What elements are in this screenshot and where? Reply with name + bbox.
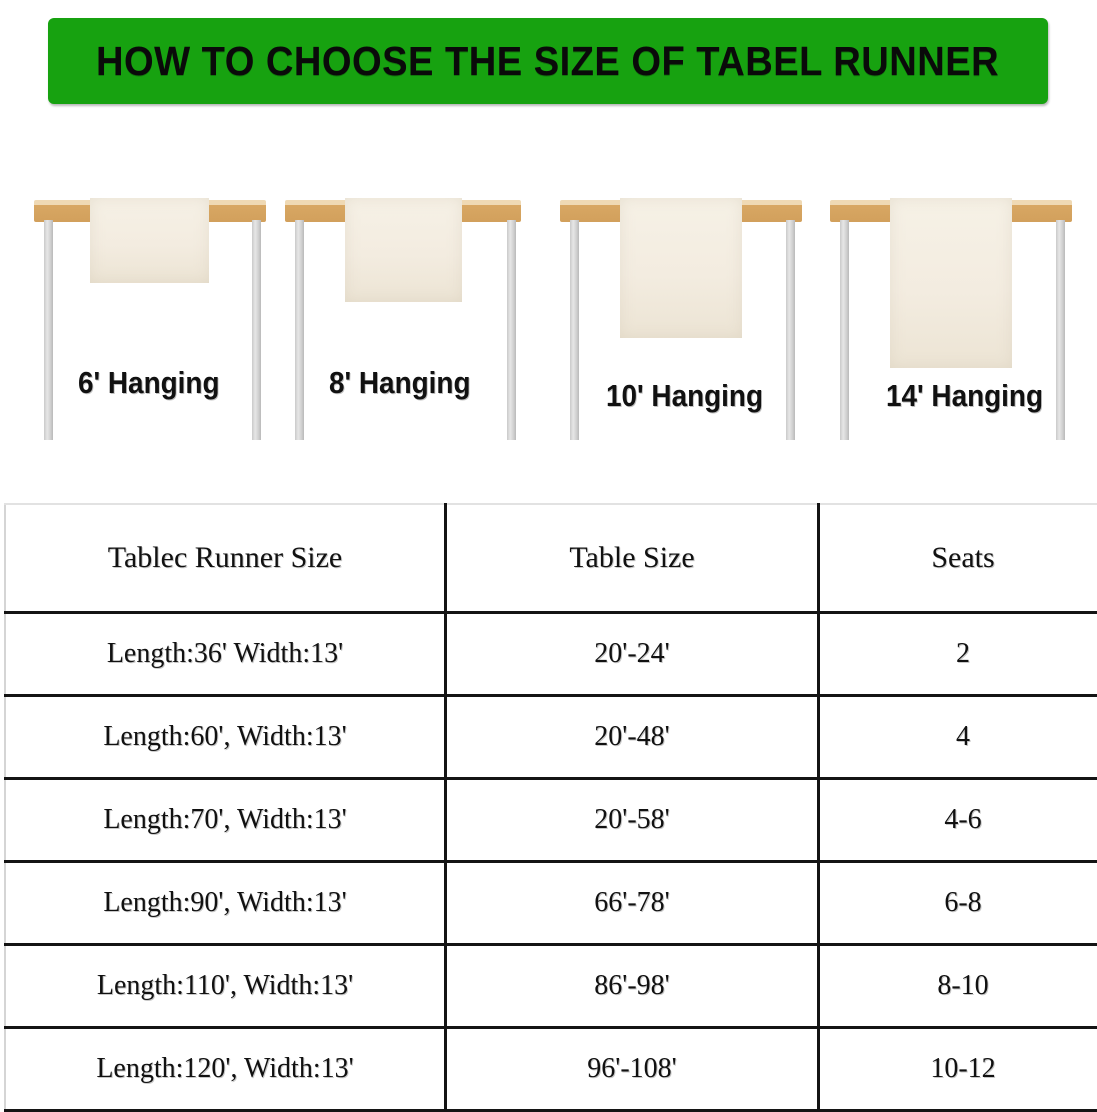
- table-figure-14ft: 14' Hanging: [828, 180, 1076, 470]
- figure-label-8ft: 8' Hanging: [329, 365, 470, 401]
- table-leg-right: [507, 220, 516, 440]
- table-leg-right: [786, 220, 795, 440]
- table-leg-left: [44, 220, 53, 440]
- tabletop-right: [459, 200, 521, 222]
- cell-seats: 4-6: [819, 779, 1097, 862]
- table-figure-6ft: 6' Hanging: [30, 180, 270, 470]
- cell-table-size: 86'-98': [446, 945, 819, 1028]
- cell-runner-size: Length:36' Width:13': [5, 613, 446, 696]
- cell-runner-size: Length:90', Width:13': [5, 862, 446, 945]
- table-row: Length:120', Width:13' 96'-108' 10-12: [5, 1028, 1097, 1111]
- cell-runner-size: Length:60', Width:13': [5, 696, 446, 779]
- table-row: Length:60', Width:13' 20'-48' 4: [5, 696, 1097, 779]
- cell-seats: 4: [819, 696, 1097, 779]
- table-runner-cloth: [620, 198, 742, 338]
- cell-seats: 6-8: [819, 862, 1097, 945]
- table-row: Length:36' Width:13' 20'-24' 2: [5, 613, 1097, 696]
- table-figure-8ft: 8' Hanging: [283, 180, 523, 470]
- table-row: Length:110', Width:13' 86'-98' 8-10: [5, 945, 1097, 1028]
- cell-runner-size: Length:120', Width:13': [5, 1028, 446, 1111]
- table-leg-left: [840, 220, 849, 440]
- table-row: Length:90', Width:13' 66'-78' 6-8: [5, 862, 1097, 945]
- table-runner-cloth: [90, 198, 209, 283]
- cell-seats: 8-10: [819, 945, 1097, 1028]
- cell-table-size: 66'-78': [446, 862, 819, 945]
- tabletop-left: [285, 200, 347, 222]
- tabletop-right: [738, 200, 802, 222]
- table-runner-cloth: [345, 198, 462, 302]
- cell-table-size: 96'-108': [446, 1028, 819, 1111]
- size-spec-table: Tablec Runner Size Table Size Seats Leng…: [4, 503, 1097, 1112]
- title-banner: HOW TO CHOOSE THE SIZE OF TABEL RUNNER: [48, 18, 1048, 104]
- cell-table-size: 20'-24': [446, 613, 819, 696]
- cell-runner-size: Length:70', Width:13': [5, 779, 446, 862]
- header-seats: Seats: [819, 504, 1097, 613]
- header-runner-size: Tablec Runner Size: [5, 504, 446, 613]
- tabletop-left: [830, 200, 892, 222]
- table-header-row: Tablec Runner Size Table Size Seats: [5, 504, 1097, 613]
- table-row: Length:70', Width:13' 20'-58' 4-6: [5, 779, 1097, 862]
- table-leg-right: [252, 220, 261, 440]
- tabletop-right: [202, 200, 266, 222]
- figure-label-6ft: 6' Hanging: [78, 365, 219, 401]
- cell-table-size: 20'-48': [446, 696, 819, 779]
- table-figure-10ft: 10' Hanging: [558, 180, 806, 470]
- table-runner-cloth: [890, 198, 1012, 368]
- table-leg-left: [295, 220, 304, 440]
- table-leg-right: [1056, 220, 1065, 440]
- tabletop-left: [560, 200, 622, 222]
- cell-seats: 10-12: [819, 1028, 1097, 1111]
- figure-label-14ft: 14' Hanging: [886, 378, 1043, 414]
- cell-seats: 2: [819, 613, 1097, 696]
- page-title: HOW TO CHOOSE THE SIZE OF TABEL RUNNER: [96, 38, 999, 85]
- cell-table-size: 20'-58': [446, 779, 819, 862]
- table-leg-left: [570, 220, 579, 440]
- cell-runner-size: Length:110', Width:13': [5, 945, 446, 1028]
- header-table-size: Table Size: [446, 504, 819, 613]
- hanging-length-illustrations: 6' Hanging 8' Hanging 10' Hanging 14' Ha…: [0, 180, 1097, 470]
- tabletop-right: [1008, 200, 1072, 222]
- figure-label-10ft: 10' Hanging: [606, 378, 763, 414]
